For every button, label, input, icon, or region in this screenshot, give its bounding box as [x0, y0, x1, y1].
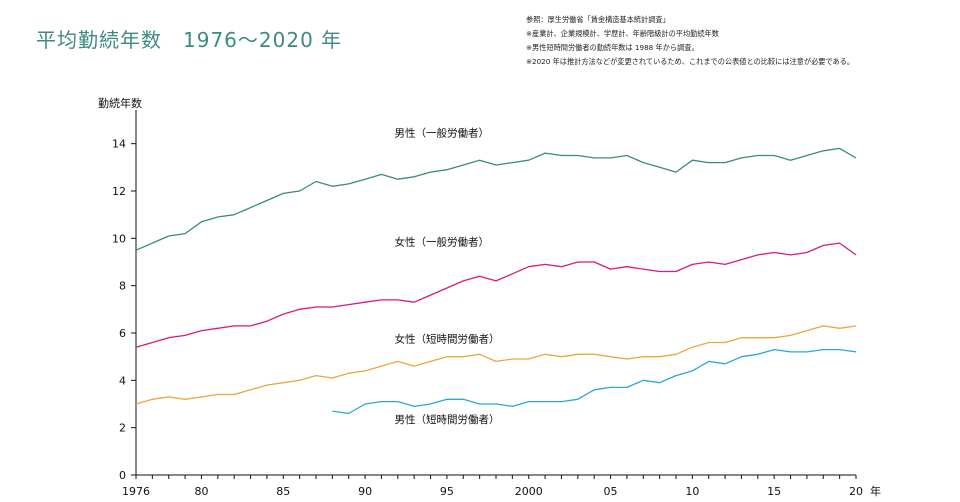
- x-tick-label: 20: [849, 485, 863, 498]
- series-label-3: 女性（短時間労働者）: [394, 332, 499, 345]
- chart-series: [135, 147, 857, 415]
- series-label-1: 男性（一般労働者）: [394, 127, 489, 140]
- y-tick-label: 2: [119, 422, 126, 435]
- x-tick-label: 2000: [515, 485, 543, 498]
- x-tick-label: 95: [440, 485, 454, 498]
- source-notes: 参照：厚生労働省「賃金構造基本統計調査」 ※産業計、企業規模計、学歴計、年齢階級…: [526, 13, 854, 69]
- series-label-2: 女性（一般労働者）: [394, 235, 489, 248]
- series-label-4: 男性（短時間労働者）: [394, 413, 499, 426]
- y-tick-label: 10: [112, 232, 126, 245]
- x-tick-label: 85: [276, 485, 290, 498]
- y-tick-label: 14: [112, 138, 126, 151]
- x-tick-label: 10: [685, 485, 699, 498]
- x-axis-title: 年: [870, 484, 881, 498]
- note-2020-caution: ※2020 年は推計方法などが変更されているため、これまでの公表値との比較には注…: [526, 57, 855, 66]
- y-tick-label: 0: [119, 469, 126, 482]
- y-axis-title: 勤続年数: [98, 96, 142, 110]
- x-tick-label: 1976: [122, 485, 150, 498]
- x-tick-label: 15: [767, 485, 781, 498]
- y-tick-label: 8: [119, 280, 126, 293]
- page-title: 平均勤続年数 1976〜2020 年: [36, 28, 343, 52]
- series-line-3: [135, 325, 857, 405]
- x-tick-label: 90: [358, 485, 372, 498]
- series-line-1: [135, 147, 857, 251]
- note-survey-start: ※男性短時間労働者の勤続年数は 1988 年から調査。: [526, 43, 699, 52]
- y-tick-label: 6: [119, 327, 126, 340]
- x-tick-label: 80: [194, 485, 208, 498]
- note-source: 参照：厚生労働省「賃金構造基本統計調査」: [526, 15, 670, 24]
- y-tick-label: 12: [112, 185, 126, 198]
- chart-series-labels: 男性（一般労働者） 女性（一般労働者） 女性（短時間労働者） 男性（短時間労働者）: [394, 127, 499, 426]
- y-tick-label: 4: [119, 374, 126, 387]
- note-scope: ※産業計、企業規模計、学歴計、年齢階級計の平均勤続年数: [526, 29, 719, 38]
- x-tick-label: 05: [604, 485, 618, 498]
- series-line-2: [135, 242, 857, 348]
- series-line-4: [332, 348, 857, 415]
